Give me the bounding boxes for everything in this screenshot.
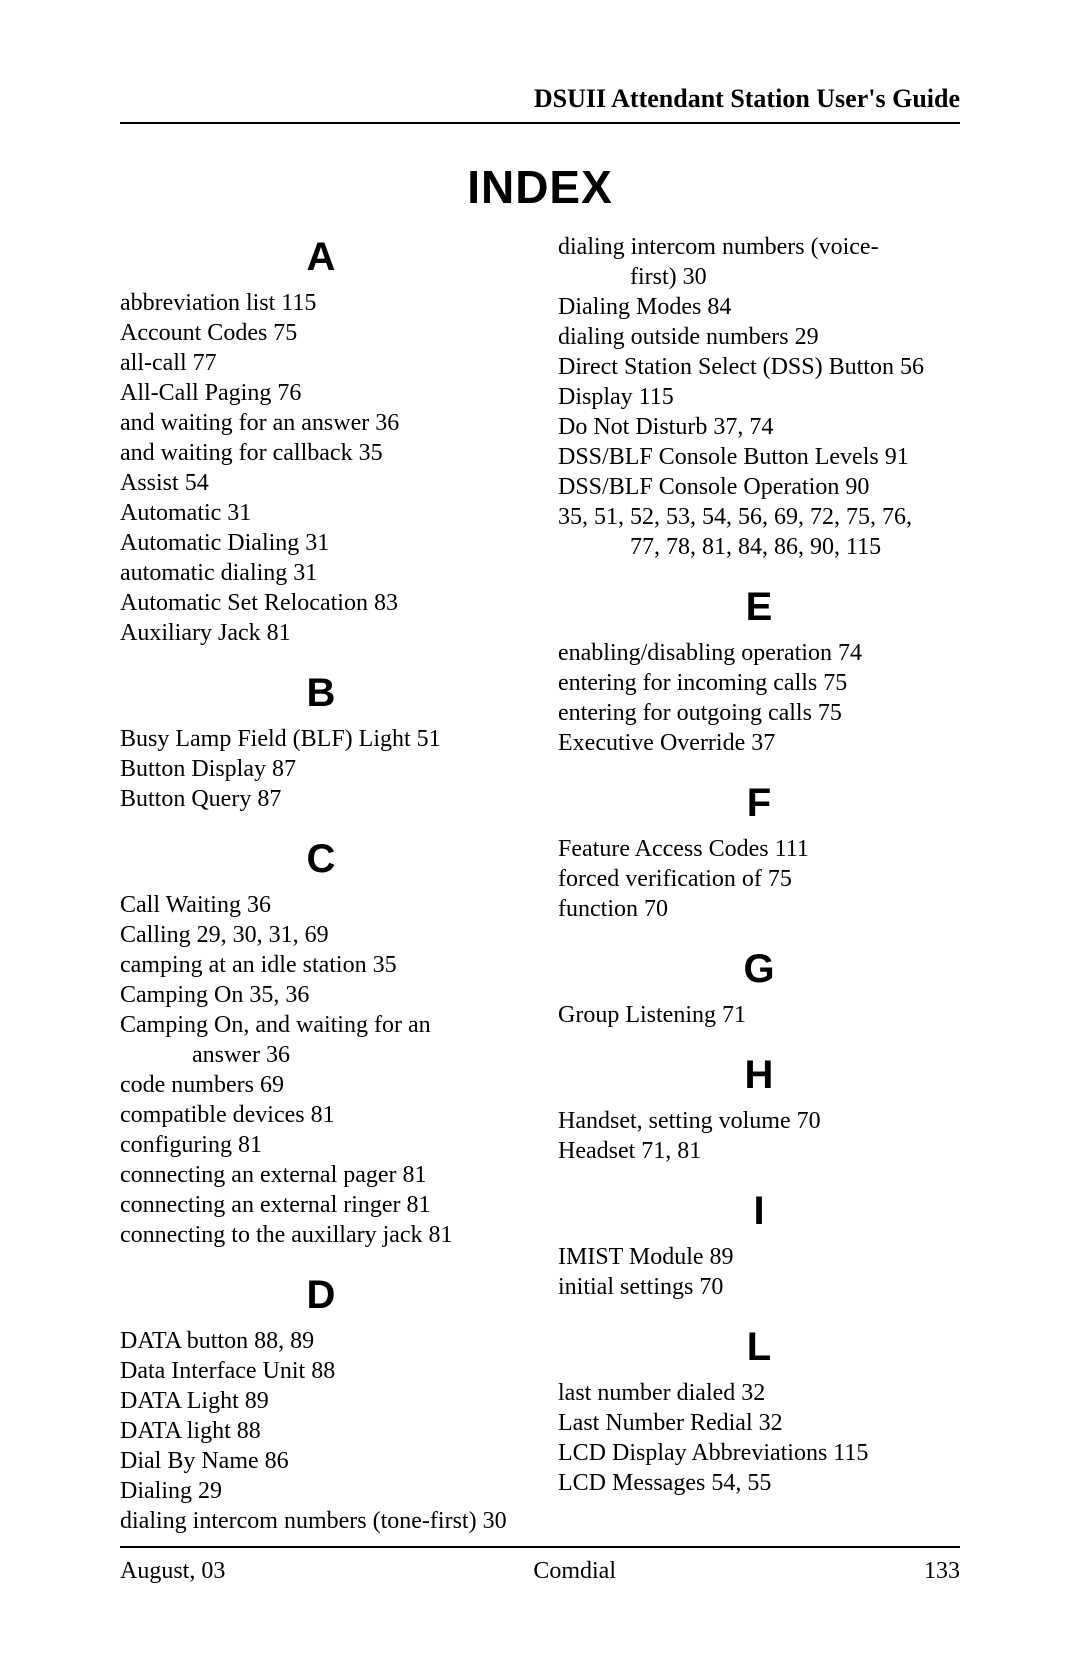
index-entry: last number dialed 32 — [558, 1378, 960, 1408]
page: DSUII Attendant Station User's Guide IND… — [0, 0, 1080, 1669]
index-entry: DSS/BLF Console Button Levels 91 — [558, 442, 960, 472]
index-section-letter: G — [558, 944, 960, 994]
footer-date: August, 03 — [120, 1558, 225, 1585]
index-entry: camping at an idle station 35 — [120, 950, 522, 980]
index-entry: Busy Lamp Field (BLF) Light 51 — [120, 724, 522, 754]
index-entry: DATA light 88 — [120, 1416, 522, 1446]
index-entry: DSS/BLF Console Operation 90 — [558, 472, 960, 502]
index-entry: code numbers 69 — [120, 1070, 522, 1100]
index-entry: Automatic Set Relocation 83 — [120, 588, 522, 618]
index-entry: All-Call Paging 76 — [120, 378, 522, 408]
index-entry: Data Interface Unit 88 — [120, 1356, 522, 1386]
footer-page-number: 133 — [924, 1558, 960, 1585]
index-entry: Display 115 — [558, 382, 960, 412]
index-entry: Dialing Modes 84 — [558, 292, 960, 322]
index-entry: Calling 29, 30, 31, 69 — [120, 920, 522, 950]
index-entry: Call Waiting 36 — [120, 890, 522, 920]
index-section-letter: B — [120, 668, 522, 718]
index-entry: Last Number Redial 32 — [558, 1408, 960, 1438]
index-column-left: Aabbreviation list 115Account Codes 75al… — [120, 232, 522, 1536]
index-entry: Dial By Name 86 — [120, 1446, 522, 1476]
index-section-letter: I — [558, 1186, 960, 1236]
index-entry: Button Query 87 — [120, 784, 522, 814]
index-entry: connecting to the auxillary jack 81 — [120, 1220, 522, 1250]
index-section-letter: L — [558, 1322, 960, 1372]
index-section-letter: F — [558, 778, 960, 828]
footer-rule — [120, 1546, 960, 1548]
footer-row: August, 03 Comdial 133 — [120, 1558, 960, 1585]
index-entry: configuring 81 — [120, 1130, 522, 1160]
index-entry: LCD Display Abbreviations 115 — [558, 1438, 960, 1468]
index-entry: answer 36 — [120, 1040, 522, 1070]
index-entry: IMIST Module 89 — [558, 1242, 960, 1272]
index-entry: abbreviation list 115 — [120, 288, 522, 318]
index-entry: Camping On, and waiting for an — [120, 1010, 522, 1040]
index-section-letter: H — [558, 1050, 960, 1100]
index-entry: initial settings 70 — [558, 1272, 960, 1302]
index-entry: enabling/disabling operation 74 — [558, 638, 960, 668]
index-entry: LCD Messages 54, 55 — [558, 1468, 960, 1498]
index-entry: Assist 54 — [120, 468, 522, 498]
header-title: DSUII Attendant Station User's Guide — [120, 84, 960, 124]
index-column-right: dialing intercom numbers (voice-first) 3… — [558, 232, 960, 1536]
index-entry: Direct Station Select (DSS) Button 56 — [558, 352, 960, 382]
index-entry: entering for outgoing calls 75 — [558, 698, 960, 728]
index-entry: dialing intercom numbers (voice- — [558, 232, 960, 262]
index-entry: Headset 71, 81 — [558, 1136, 960, 1166]
index-entry: Button Display 87 — [120, 754, 522, 784]
index-entry: Feature Access Codes 111 — [558, 834, 960, 864]
index-entry: all-call 77 — [120, 348, 522, 378]
index-entry: dialing outside numbers 29 — [558, 322, 960, 352]
index-entry: Auxiliary Jack 81 — [120, 618, 522, 648]
index-entry: connecting an external pager 81 — [120, 1160, 522, 1190]
index-section-letter: C — [120, 834, 522, 884]
index-entry: and waiting for callback 35 — [120, 438, 522, 468]
index-columns: Aabbreviation list 115Account Codes 75al… — [120, 232, 960, 1536]
index-entry: Dialing 29 — [120, 1476, 522, 1506]
index-entry: first) 30 — [558, 262, 960, 292]
index-entry: DATA button 88, 89 — [120, 1326, 522, 1356]
index-section-letter: A — [120, 232, 522, 282]
index-section-letter: D — [120, 1270, 522, 1320]
index-entry: Camping On 35, 36 — [120, 980, 522, 1010]
index-entry: Executive Override 37 — [558, 728, 960, 758]
index-entry: DATA Light 89 — [120, 1386, 522, 1416]
index-entry: connecting an external ringer 81 — [120, 1190, 522, 1220]
index-entry: 35, 51, 52, 53, 54, 56, 69, 72, 75, 76, — [558, 502, 960, 532]
footer-publisher: Comdial — [533, 1558, 616, 1585]
index-entry: Automatic 31 — [120, 498, 522, 528]
index-entry: compatible devices 81 — [120, 1100, 522, 1130]
index-entry: and waiting for an answer 36 — [120, 408, 522, 438]
index-entry: Do Not Disturb 37, 74 — [558, 412, 960, 442]
index-entry: automatic dialing 31 — [120, 558, 522, 588]
index-heading: INDEX — [120, 160, 960, 214]
index-section-letter: E — [558, 582, 960, 632]
index-entry: 77, 78, 81, 84, 86, 90, 115 — [558, 532, 960, 562]
index-entry: Group Listening 71 — [558, 1000, 960, 1030]
index-entry: dialing intercom numbers (tone-first) 30 — [120, 1506, 522, 1536]
index-entry: entering for incoming calls 75 — [558, 668, 960, 698]
page-footer: August, 03 Comdial 133 — [120, 1546, 960, 1585]
index-entry: function 70 — [558, 894, 960, 924]
index-entry: forced verification of 75 — [558, 864, 960, 894]
index-entry: Account Codes 75 — [120, 318, 522, 348]
index-entry: Automatic Dialing 31 — [120, 528, 522, 558]
index-entry: Handset, setting volume 70 — [558, 1106, 960, 1136]
